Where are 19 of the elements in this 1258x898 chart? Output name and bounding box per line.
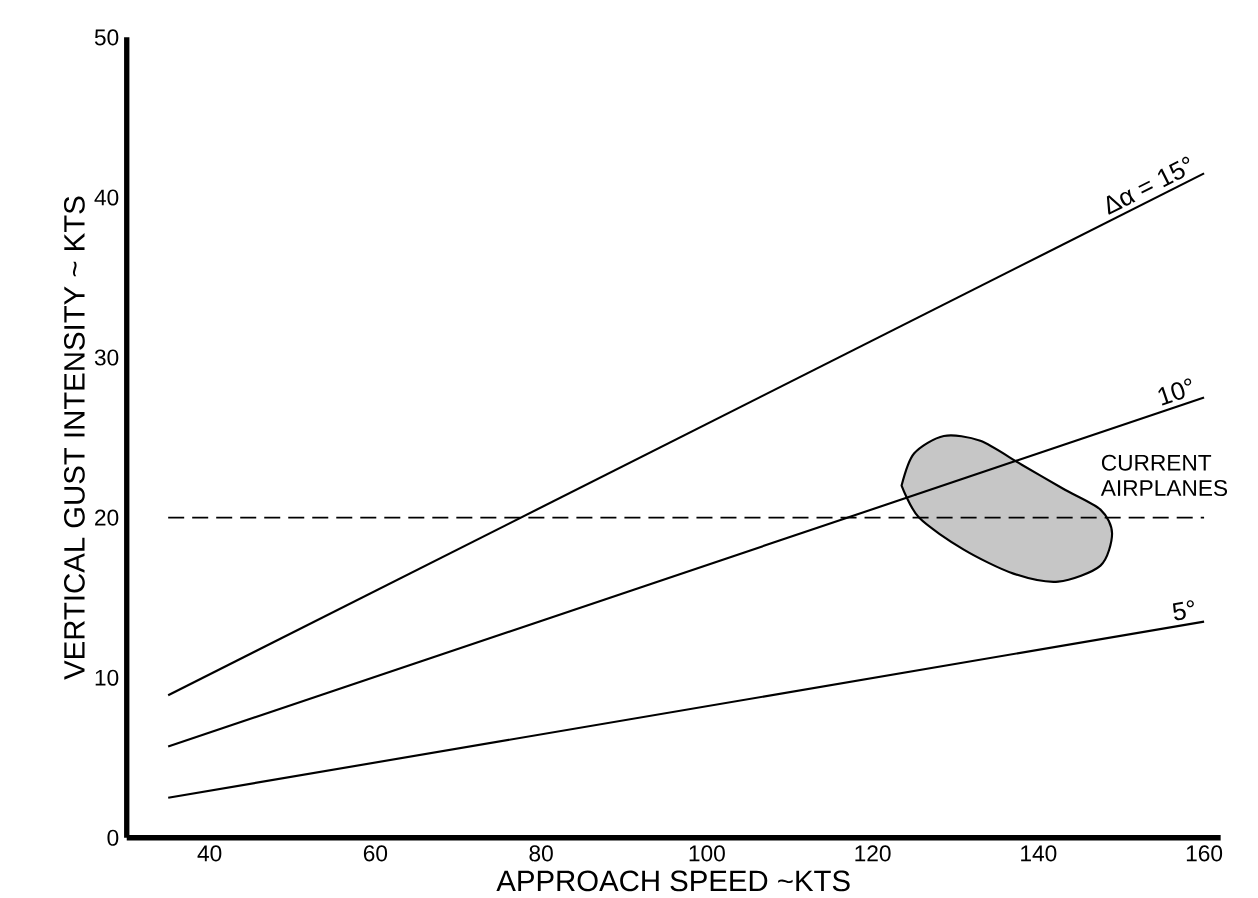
- y-tick-label: 30: [94, 349, 119, 366]
- x-tick-label: 80: [529, 845, 553, 862]
- x-tick-label: 100: [689, 845, 725, 862]
- x-tick-label: 160: [1186, 845, 1223, 862]
- x-tick-label: 60: [363, 845, 388, 862]
- y-tick-label: 50: [94, 29, 119, 46]
- y-tick-label: 20: [95, 509, 119, 526]
- text: 5°: [1172, 600, 1194, 621]
- series-label: CURRENT AIRPLANES: [1100, 454, 1228, 497]
- x-axis-title: APPROACH SPEED ~KTS: [496, 870, 850, 892]
- y-tick-label: 0: [107, 829, 119, 846]
- text: Δα = 15°: [1106, 156, 1190, 215]
- y-axis-title: VERTICAL GUST INTENSITY ~ KTS: [64, 196, 85, 680]
- y-tick-label: 10: [95, 669, 119, 686]
- text: 10°: [1158, 378, 1192, 406]
- x-tick-label: 120: [855, 845, 891, 862]
- x-tick-label: 40: [197, 845, 222, 862]
- x-tick-label: 140: [1021, 845, 1057, 862]
- y-tick-label: 40: [94, 189, 119, 206]
